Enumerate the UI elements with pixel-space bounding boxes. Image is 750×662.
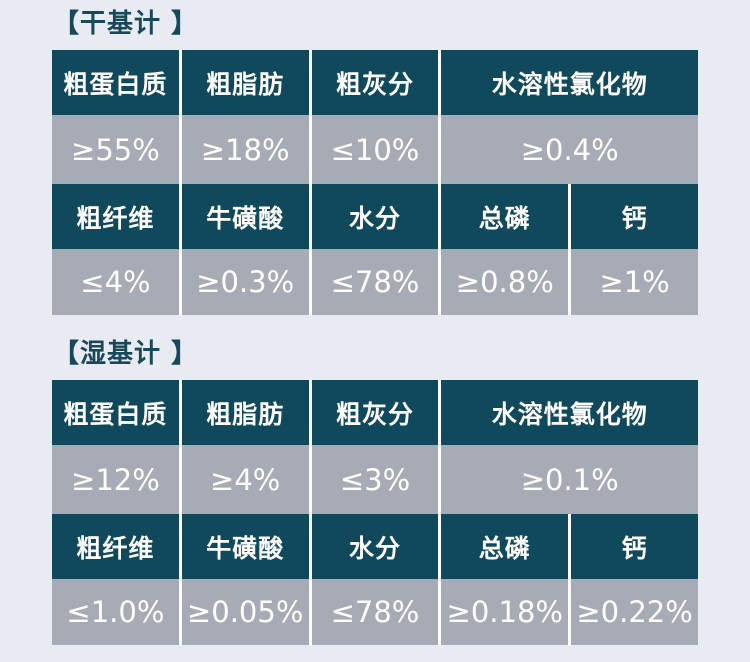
value-cell-moisture-value: ≤78% xyxy=(311,579,439,645)
value-cell-calcium-value: ≥0.22% xyxy=(571,579,698,645)
value-cell-taurine-value: ≥0.3% xyxy=(181,249,309,315)
header-cell-water-soluble-chlorides: 水溶性氯化物 xyxy=(441,380,698,445)
header-cell-moisture: 水分 xyxy=(311,184,439,249)
header-cell-crude-ash: 粗灰分 xyxy=(311,380,439,445)
header-cell-total-phosphorus: 总磷 xyxy=(441,514,569,579)
header-cell-water-soluble-chlorides: 水溶性氯化物 xyxy=(441,50,698,115)
value-cell-crude-protein-value: ≥55% xyxy=(52,115,179,184)
value-cell-water-soluble-chlorides-value: ≥0.4% xyxy=(441,115,698,184)
value-cell-moisture-value: ≤78% xyxy=(311,249,439,315)
header-cell-total-phosphorus: 总磷 xyxy=(441,184,569,249)
section-wet-basis: 【湿基计 】 粗蛋白质 粗脂肪 粗灰分 水溶性氯化物 ≥12% ≥4% ≤3% ≥0.1% 粗纤… xyxy=(52,338,698,645)
header-cell-crude-protein: 粗蛋白质 xyxy=(52,380,179,445)
header-cell-crude-fiber: 粗纤维 xyxy=(52,514,179,579)
header-cell-moisture: 水分 xyxy=(311,514,439,579)
value-cell-crude-fiber-value: ≤1.0% xyxy=(52,579,179,645)
value-cell-crude-protein-value: ≥12% xyxy=(52,445,179,514)
header-cell-taurine: 牛磺酸 xyxy=(181,514,309,579)
value-cell-taurine-value: ≥0.05% xyxy=(181,579,309,645)
header-cell-crude-fat: 粗脂肪 xyxy=(181,50,309,115)
header-cell-calcium: 钙 xyxy=(571,514,698,579)
value-cell-calcium-value: ≥1% xyxy=(571,249,698,315)
header-cell-crude-fiber: 粗纤维 xyxy=(52,184,179,249)
header-cell-taurine: 牛磺酸 xyxy=(181,184,309,249)
value-cell-crude-fiber-value: ≤4% xyxy=(52,249,179,315)
value-cell-crude-ash-value: ≤3% xyxy=(311,445,439,514)
value-cell-crude-fat-value: ≥18% xyxy=(181,115,309,184)
section-title-wet-basis: 【湿基计 】 xyxy=(53,339,199,369)
section-dry-basis: 【干基计 】 粗蛋白质 粗脂肪 粗灰分 水溶性氯化物 ≥55% ≥18% ≤10% ≥0.4%… xyxy=(52,8,698,315)
header-cell-calcium: 钙 xyxy=(571,184,698,249)
value-cell-crude-fat-value: ≥4% xyxy=(181,445,309,514)
wet-basis-table: 粗蛋白质 粗脂肪 粗灰分 水溶性氯化物 ≥12% ≥4% ≤3% ≥0.1% 粗纤维 牛磺酸 水分总… xyxy=(52,380,698,645)
header-cell-crude-protein: 粗蛋白质 xyxy=(52,50,179,115)
value-cell-crude-ash-value: ≤10% xyxy=(311,115,439,184)
header-cell-crude-fat: 粗脂肪 xyxy=(181,380,309,445)
value-cell-water-soluble-chlorides-value: ≥0.1% xyxy=(441,445,698,514)
dry-basis-table: 粗蛋白质 粗脂肪 粗灰分 水溶性氯化物 ≥55% ≥18% ≤10% ≥0.4% 粗纤维 牛磺酸水… xyxy=(52,50,698,315)
value-cell-total-phosphorus-value: ≥0.8% xyxy=(441,249,569,315)
value-cell-total-phosphorus-value: ≥0.18% xyxy=(441,579,569,645)
header-cell-crude-ash: 粗灰分 xyxy=(311,50,439,115)
section-title-dry-basis: 【干基计 】 xyxy=(53,9,199,39)
